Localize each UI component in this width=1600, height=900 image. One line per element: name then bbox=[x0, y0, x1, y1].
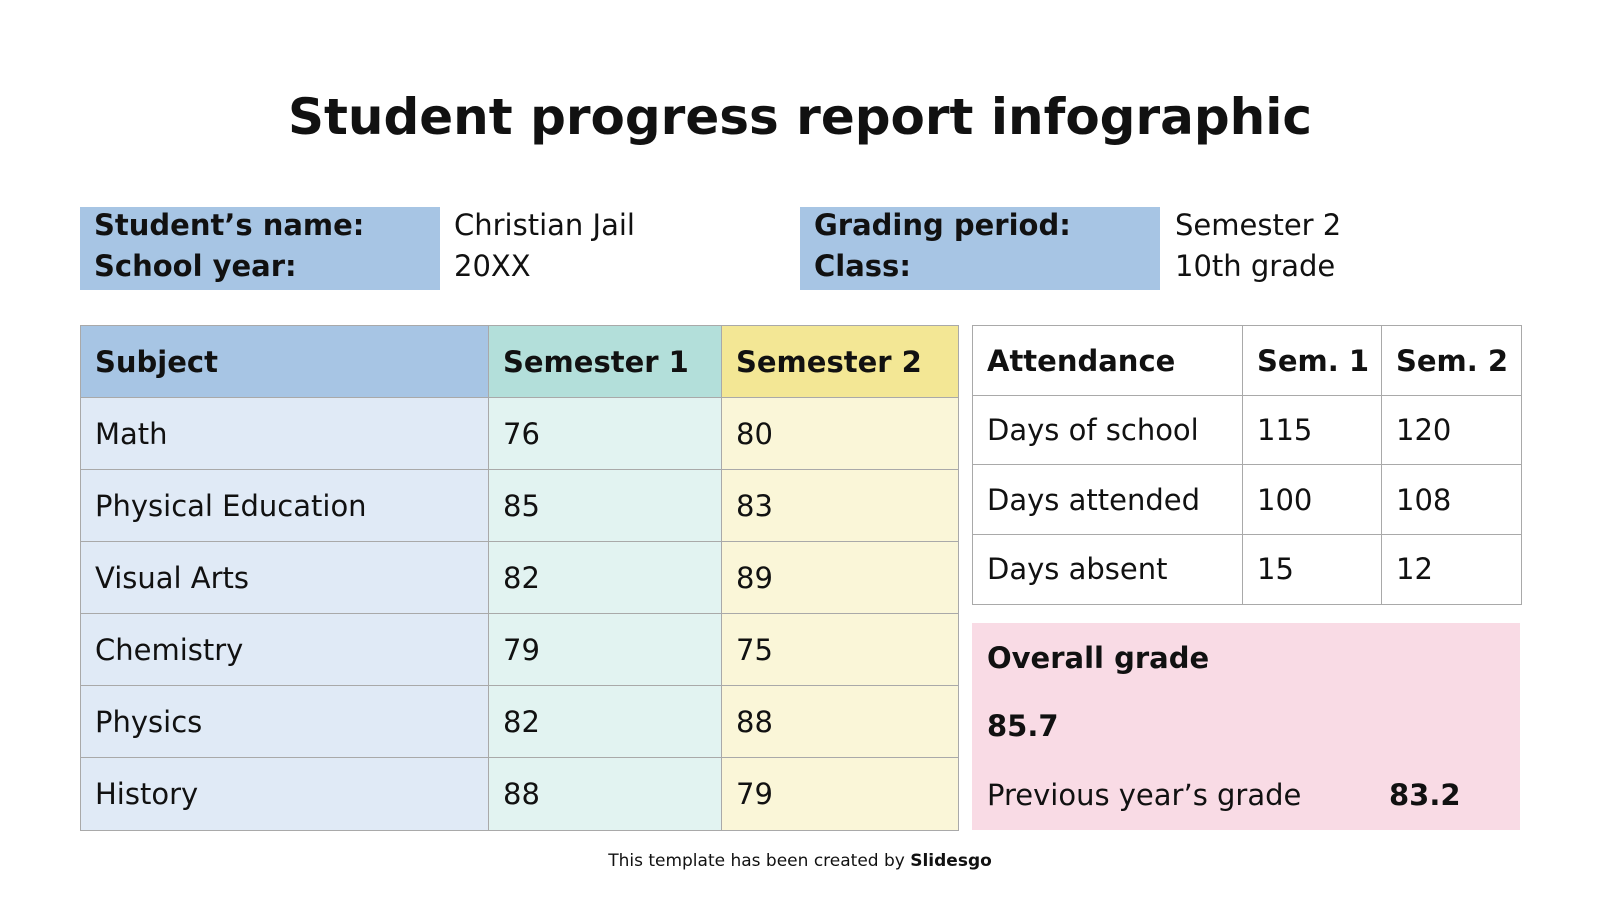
header-cell: Sem. 1 bbox=[1242, 325, 1383, 396]
table-cell: Math bbox=[80, 397, 490, 471]
overall-value: 85.7 bbox=[987, 709, 1059, 743]
header-cell: Attendance bbox=[972, 325, 1244, 396]
table-cell: 108 bbox=[1381, 464, 1522, 535]
table-cell: 83 bbox=[721, 469, 959, 543]
table-cell: 120 bbox=[1381, 394, 1522, 466]
previous-label: Previous year’s grade bbox=[987, 778, 1302, 812]
info-values: Christian Jail 20XX bbox=[454, 205, 635, 287]
table-cell: Visual Arts bbox=[80, 541, 490, 615]
info-labels: Grading period: Class: bbox=[814, 205, 1071, 287]
table-cell: 80 bbox=[721, 397, 959, 471]
table-cell: History bbox=[80, 757, 490, 831]
table-cell: Physics bbox=[80, 685, 490, 759]
previous-value: 83.2 bbox=[1389, 778, 1461, 812]
table-cell: 89 bbox=[721, 541, 959, 615]
table-cell: Days of school bbox=[972, 394, 1244, 466]
table-cell: 82 bbox=[488, 685, 723, 759]
header-cell: Semester 2 bbox=[721, 325, 959, 399]
header-cell: Subject bbox=[80, 325, 490, 399]
header-cell: Sem. 2 bbox=[1381, 325, 1522, 396]
info-values: Semester 2 10th grade bbox=[1175, 205, 1341, 287]
table-cell: 75 bbox=[721, 613, 959, 687]
info-label: Class: bbox=[814, 249, 911, 283]
table-cell: 82 bbox=[488, 541, 723, 615]
info-value: 10th grade bbox=[1175, 249, 1336, 283]
info-label-box bbox=[800, 207, 1160, 290]
overall-label: Overall grade bbox=[987, 641, 1210, 675]
table-cell: 88 bbox=[721, 685, 959, 759]
info-labels: Student’s name: School year: bbox=[94, 205, 364, 287]
info-label-box bbox=[80, 207, 440, 290]
table-cell: 100 bbox=[1242, 464, 1383, 535]
table-cell: 15 bbox=[1242, 533, 1383, 605]
table-cell: 85 bbox=[488, 469, 723, 543]
footer-text: This template has been created by bbox=[608, 851, 905, 871]
overall-box: Overall grade 85.7 Previous year’s grade… bbox=[972, 623, 1520, 830]
table-cell: 76 bbox=[488, 397, 723, 471]
info-value: 20XX bbox=[454, 249, 531, 283]
info-label: School year: bbox=[94, 249, 297, 283]
info-label: Grading period: bbox=[814, 208, 1071, 242]
info-value: Christian Jail bbox=[454, 208, 635, 242]
table-cell: 12 bbox=[1381, 533, 1522, 605]
footer: This template has been created by Slides… bbox=[0, 851, 1600, 871]
title: Student progress report infographic bbox=[287, 88, 1313, 146]
table-cell: Physical Education bbox=[80, 469, 490, 543]
table-cell: 79 bbox=[488, 613, 723, 687]
header-cell: Semester 1 bbox=[488, 325, 723, 399]
table-cell: 88 bbox=[488, 757, 723, 831]
table-cell: 79 bbox=[721, 757, 959, 831]
table-cell: Chemistry bbox=[80, 613, 490, 687]
table-cell: 115 bbox=[1242, 394, 1383, 466]
footer-brand: Slidesgo bbox=[910, 851, 992, 871]
table-cell: Days attended bbox=[972, 464, 1244, 535]
info-value: Semester 2 bbox=[1175, 208, 1342, 242]
table-cell: Days absent bbox=[972, 533, 1244, 605]
info-label: Student’s name: bbox=[94, 208, 365, 242]
